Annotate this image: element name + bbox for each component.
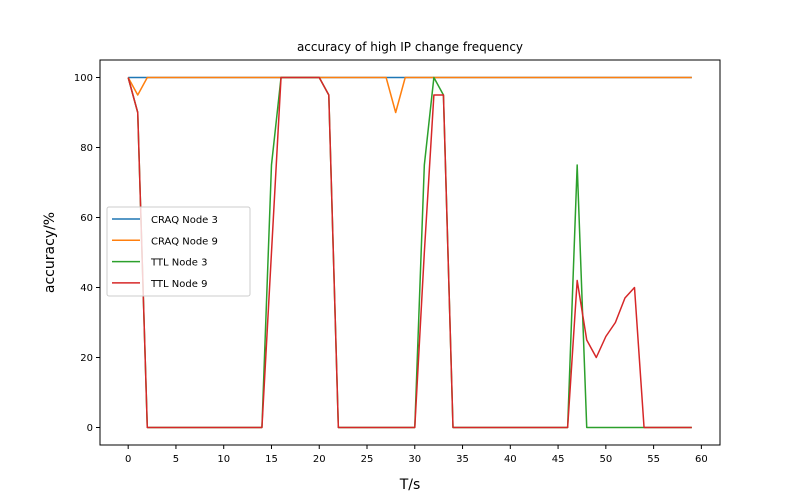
x-axis-ticks: 0 5 10 15 20 25 30 35 40 45 50 55 60: [125, 445, 708, 465]
y-tick-label: 100: [74, 73, 93, 84]
series-line-ttl-node-9: [127, 76, 692, 429]
x-tick-label: 45: [552, 454, 565, 465]
y-tick-label: 60: [80, 213, 93, 224]
y-tick-label: 40: [80, 283, 93, 294]
legend-label-ttl-node-3: TTL Node 3: [150, 258, 207, 269]
x-tick-label: 60: [695, 454, 708, 465]
y-axis-ticks: 0 20 40 60 80 100: [74, 73, 100, 434]
x-tick-label: 30: [408, 454, 421, 465]
legend-label-craq-node-3: CRAQ Node 3: [151, 215, 218, 226]
legend-label-craq-node-9: CRAQ Node 9: [151, 236, 218, 247]
y-tick-label: 0: [87, 423, 93, 434]
x-tick-label: 40: [504, 454, 517, 465]
x-tick-label: 20: [313, 454, 326, 465]
series-lines: [127, 76, 692, 429]
legend-label-ttl-node-9: TTL Node 9: [150, 279, 207, 290]
legend-box: [106, 206, 251, 297]
x-tick-label: 15: [265, 454, 278, 465]
x-tick-label: 0: [125, 454, 131, 465]
legend: CRAQ Node 3 CRAQ Node 9 TTL Node 3 TTL Node…: [106, 206, 251, 297]
x-tick-label: 50: [599, 454, 612, 465]
plot-frame: [99, 59, 721, 446]
x-tick-label: 25: [361, 454, 374, 465]
x-tick-label: 55: [647, 454, 660, 465]
y-tick-label: 20: [80, 353, 93, 364]
x-tick-label: 10: [217, 454, 230, 465]
x-tick-label: 35: [456, 454, 469, 465]
series-line-craq-node-9: [127, 76, 692, 114]
x-axis-label: T/s: [399, 477, 421, 493]
y-tick-label: 80: [80, 143, 93, 154]
x-tick-label: 5: [173, 454, 179, 465]
chart-title: accuracy of high IP change frequency: [297, 40, 523, 54]
y-axis-label: accuracy/%: [42, 212, 58, 293]
